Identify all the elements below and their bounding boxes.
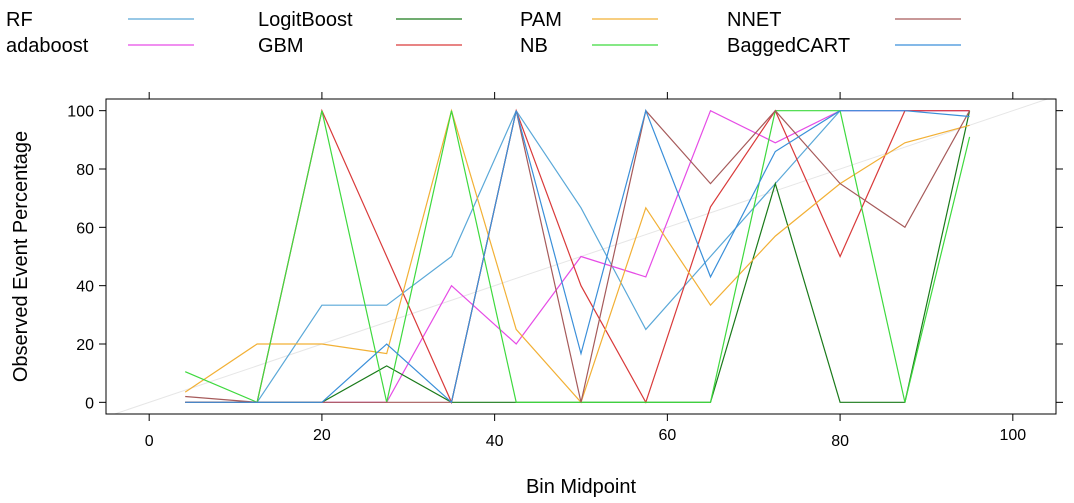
y-axis-title: Observed Event Percentage [10, 131, 32, 382]
plot-area: 0 20 40 60 80 100 0 20 40 60 80 100 [67, 92, 1063, 450]
series-layer [184, 108, 971, 405]
x-tick-label: 40 [486, 433, 504, 450]
y-tick-label: 80 [76, 162, 94, 179]
legend-label: GBM [258, 35, 304, 57]
legend-label: RF [6, 9, 33, 31]
legend-label: BaggedCART [727, 35, 850, 57]
series-line-nb [184, 110, 971, 404]
x-tick-label: 60 [658, 427, 676, 444]
legend-label: LogitBoost [258, 9, 353, 31]
legend-item: adaboost [6, 35, 194, 57]
x-tick-label: 100 [999, 427, 1026, 444]
x-axis-title: Bin Midpoint [526, 476, 637, 498]
y-tick-label: 40 [76, 279, 94, 296]
series-line-adaboost [185, 109, 970, 403]
legend-item: PAM [520, 9, 658, 31]
legend-item: GBM [258, 35, 462, 57]
series-line-pam [184, 108, 970, 404]
plot-frame [105, 98, 1057, 415]
y-tick-label: 20 [76, 337, 94, 354]
legend-item: NB [520, 35, 658, 57]
axes-layer: 0 20 40 60 80 100 0 20 40 60 80 100 [67, 92, 1063, 450]
y-tick-label: 0 [85, 395, 94, 412]
legend-item: LogitBoost [258, 9, 462, 31]
x-tick-label: 0 [145, 433, 154, 450]
series-line-rf [185, 109, 970, 403]
legend: RF adaboost LogitBoost GBM PAM NB NNET BaggedCA… [6, 9, 961, 57]
legend-label: adaboost [6, 35, 89, 57]
series-line-logitboost [185, 110, 971, 403]
series-line-nnet [185, 109, 971, 403]
legend-label: PAM [520, 9, 562, 31]
legend-label: NB [520, 35, 548, 57]
series-line-gbm [185, 108, 970, 405]
legend-item: NNET [727, 9, 961, 31]
legend-item: RF [6, 9, 194, 31]
legend-item: BaggedCART [727, 35, 961, 57]
y-tick-label: 100 [67, 104, 94, 121]
series-line-baggedcart [185, 108, 970, 404]
y-tick-label: 60 [76, 220, 94, 237]
x-tick-label: 80 [831, 433, 849, 450]
x-tick-label: 20 [313, 427, 331, 444]
legend-label: NNET [727, 9, 781, 31]
